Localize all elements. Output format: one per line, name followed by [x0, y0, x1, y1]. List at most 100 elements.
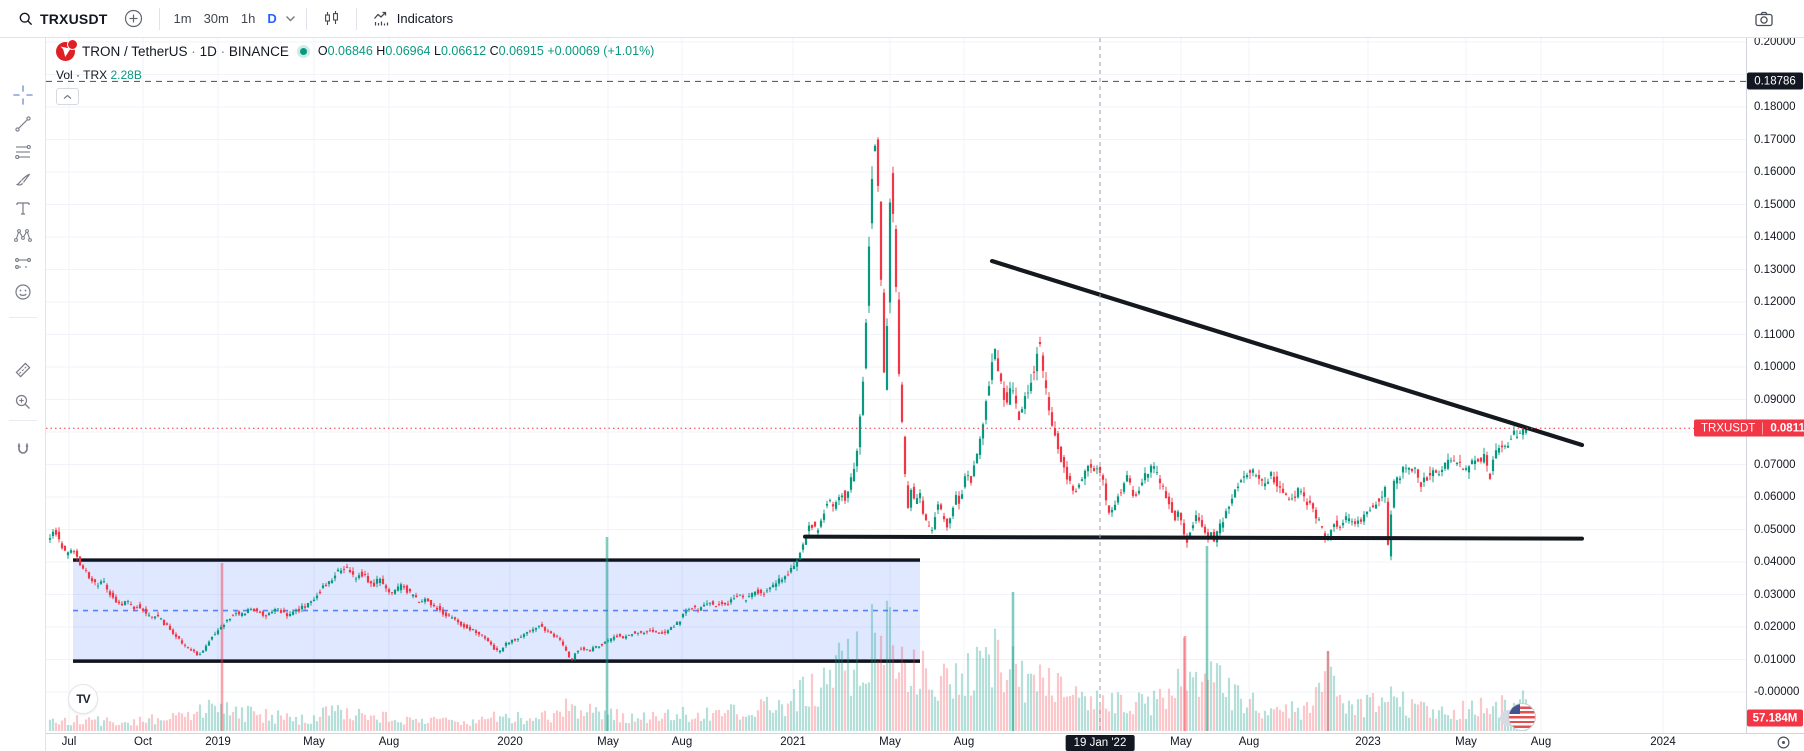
us-flag-event-icon[interactable]	[1508, 703, 1536, 731]
projection-tool-button[interactable]	[0, 250, 46, 278]
fib-retracement-icon	[15, 144, 31, 160]
screenshot-button[interactable]	[1746, 6, 1782, 32]
volume-spike-bar	[605, 537, 609, 731]
price-tick-label: 0.12000	[1754, 296, 1796, 308]
price-tick-label: 0.04000	[1754, 556, 1796, 568]
time-axis-label: 2023	[1355, 736, 1381, 748]
time-axis[interactable]: Jul Oct 2019 May Aug 2020 May Aug 2021 May Aug May A…	[0, 733, 1804, 751]
interval-1d-button[interactable]: D	[267, 11, 277, 26]
go-to-date-button[interactable]	[1776, 735, 1791, 750]
crosshair-tool-button[interactable]	[0, 81, 46, 109]
price-tick-label: 0.14000	[1754, 231, 1796, 243]
toolbar-divider	[9, 420, 37, 421]
price-tick-label: 0.07000	[1754, 458, 1796, 471]
measure-ruler-icon	[15, 362, 31, 378]
volume-indicator-row: Vol · TRX 2.28B	[56, 68, 142, 82]
indicators-icon	[373, 11, 388, 25]
crosshair-icon	[13, 85, 33, 105]
time-axis-label: Aug	[953, 736, 975, 748]
time-axis-label: 2019	[205, 736, 231, 748]
time-axis-label: May	[1455, 736, 1477, 748]
trend-line-icon	[15, 116, 31, 132]
magnet-icon	[17, 443, 29, 454]
time-axis-label: May	[1170, 736, 1192, 748]
interval-30m-button[interactable]: 30m	[203, 11, 229, 26]
time-axis-label: Aug	[1530, 736, 1552, 748]
measure-tool-button[interactable]	[0, 356, 46, 384]
search-icon	[19, 12, 33, 25]
plus-circle-icon	[124, 9, 142, 28]
candlestick-icon	[324, 11, 338, 25]
volume-spike-bar	[1011, 592, 1015, 731]
long-short-projection-icon	[15, 258, 31, 269]
chevron-up-icon	[63, 94, 72, 99]
interval-1m-button[interactable]: 1m	[173, 11, 192, 26]
time-axis-label: 2021	[780, 736, 806, 748]
descending-trendline[interactable]	[989, 258, 1585, 448]
time-axis-label: Aug	[671, 736, 693, 748]
high-price-badge: 0.18786	[1747, 72, 1803, 90]
time-axis-label: Aug	[1238, 736, 1260, 748]
fib-retracement-tool-button[interactable]	[0, 138, 46, 166]
indicators-button[interactable]: Indicators	[365, 7, 461, 31]
brush-tool-button[interactable]	[0, 166, 46, 194]
time-axis-label: Jul	[61, 736, 77, 748]
time-axis-label: 2020	[497, 736, 523, 748]
price-tick-label: 0.15000	[1754, 198, 1796, 211]
zoom-in-tool-button[interactable]	[0, 388, 46, 416]
price-tick-label: 0.16000	[1754, 166, 1796, 178]
symbol-search-button[interactable]: TRXUSDT	[10, 7, 116, 31]
interval-1h-button[interactable]: 1h	[240, 11, 256, 26]
toolbar-separator	[305, 7, 307, 30]
price-tick-label: 0.05000	[1754, 523, 1796, 536]
drawing-tools-toolbar	[0, 38, 46, 751]
emoji-icon	[15, 284, 31, 300]
time-axis-label: Oct	[134, 736, 152, 748]
price-tick-label: -0.00000	[1754, 686, 1800, 698]
emoji-tool-button[interactable]	[0, 278, 46, 306]
pattern-tool-button[interactable]	[0, 222, 46, 250]
price-tick-label: 0.01000	[1754, 653, 1796, 666]
tradingview-logo[interactable]: TV	[68, 684, 98, 714]
zoom-in-icon	[15, 394, 30, 409]
interval-menu-button[interactable]	[283, 11, 298, 26]
toolbar-divider	[9, 317, 37, 318]
price-tick-label: 0.10000	[1754, 361, 1796, 373]
magnet-tool-button[interactable]	[0, 436, 46, 464]
time-axis-label: May	[303, 736, 325, 748]
price-axis[interactable]: 0.20000 0.18000 0.17000 0.16000 0.15000 0.140…	[1746, 36, 1804, 733]
market-open-dot	[299, 48, 307, 55]
top-toolbar: TRXUSDT 1m 30m 1h D	[0, 0, 1804, 38]
legend-collapse-button[interactable]	[56, 88, 79, 105]
toolbar-separator	[158, 7, 160, 30]
toolbar-separator	[355, 7, 357, 30]
symbol-search-value: TRXUSDT	[40, 10, 108, 27]
volume-spike-bar	[1205, 546, 1209, 731]
trend-line-tool-button[interactable]	[0, 110, 46, 138]
compare-add-symbol-button[interactable]	[116, 5, 151, 32]
text-tool-button[interactable]	[0, 194, 46, 222]
legend-symbol-title[interactable]: TRON / TetherUS · 1D · BINANCE	[82, 43, 289, 59]
volume-spike-bar	[220, 563, 224, 731]
price-tick-label: 0.20000	[1754, 36, 1796, 48]
current-volume-badge: 57.184M	[1747, 709, 1803, 727]
volume-spike-bar	[1326, 651, 1330, 731]
horizontal-support-trendline[interactable]	[803, 534, 1584, 541]
time-axis-label: May	[879, 736, 901, 748]
chart-style-button[interactable]	[315, 6, 348, 31]
symbol-legend: TRON / TetherUS · 1D · BINANCE O0.06846 …	[56, 39, 655, 105]
time-axis-label: Aug	[378, 736, 400, 748]
time-axis-label: May	[597, 736, 619, 748]
tron-logo	[56, 39, 78, 61]
price-tick-label: 0.02000	[1754, 621, 1796, 633]
ohlc-values: O0.06846 H0.06964 L0.06612 C0.06915 +0.0…	[317, 44, 655, 59]
indicators-label: Indicators	[396, 11, 454, 26]
time-axis-label: 2024	[1650, 736, 1676, 748]
price-tick-label: 0.09000	[1754, 393, 1796, 406]
chevron-down-icon	[285, 16, 295, 22]
price-tick-label: 0.18000	[1754, 101, 1796, 113]
price-tick-label: 0.03000	[1754, 588, 1796, 601]
parallel-channel-borders[interactable]	[73, 558, 920, 663]
